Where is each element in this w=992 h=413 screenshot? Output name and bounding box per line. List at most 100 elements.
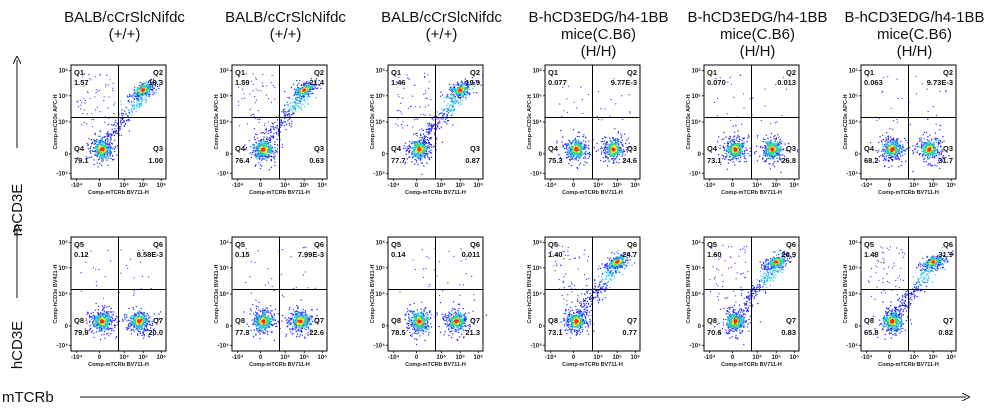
density-point (106, 74, 108, 76)
density-point (276, 138, 278, 141)
density-point (618, 154, 620, 156)
density-point (425, 135, 427, 138)
density-point (774, 140, 776, 142)
density-point (109, 141, 111, 144)
density-point (148, 84, 151, 86)
density-point (138, 93, 141, 96)
density-point (429, 157, 431, 159)
density-point (441, 94, 444, 96)
density-point (621, 95, 623, 97)
density-point (598, 118, 600, 121)
density-point (419, 133, 422, 135)
density-point (737, 140, 739, 143)
density-point (782, 149, 784, 151)
density-point (427, 140, 429, 142)
density-point (429, 151, 431, 153)
density-point (578, 164, 581, 166)
density-point (281, 125, 283, 127)
density-point (774, 161, 776, 163)
density-point (266, 143, 269, 146)
density-point (438, 127, 441, 130)
density-point (411, 161, 413, 163)
density-point (276, 151, 278, 153)
density-point (413, 133, 415, 136)
density-point (721, 154, 723, 156)
density-point (451, 97, 453, 100)
density-point (451, 106, 454, 108)
density-point (97, 90, 99, 92)
density-point (145, 89, 148, 92)
density-point (290, 86, 292, 89)
density-point (259, 167, 262, 170)
density-point (726, 150, 728, 153)
density-point (441, 108, 443, 110)
density-point (397, 118, 399, 120)
density-point (737, 157, 740, 160)
density-point (753, 151, 756, 153)
density-point (747, 137, 749, 139)
density-point (274, 149, 277, 152)
column-title-line: mice(C.B6) (877, 26, 952, 43)
density-point (468, 92, 471, 95)
y-tick-label: 10⁴ (219, 120, 229, 126)
density-point (133, 104, 135, 106)
density-point (745, 147, 747, 149)
quadrant-value: 18.3 (148, 78, 163, 87)
density-point (415, 105, 417, 107)
density-point (726, 168, 729, 170)
density-point (452, 124, 454, 126)
density-point (272, 135, 274, 137)
density-point (764, 160, 766, 163)
density-point (606, 151, 608, 153)
density-point (139, 104, 142, 106)
density-point (420, 139, 423, 141)
density-point (402, 127, 404, 129)
density-point (141, 96, 143, 99)
y-tick-label: -10⁴ (56, 171, 68, 177)
density-point (584, 136, 587, 138)
x-tick-label: 10⁶ (474, 183, 484, 189)
density-point (570, 151, 573, 154)
x-tick-label: 10⁶ (157, 183, 167, 189)
quadrant-value: 75.3 (548, 156, 563, 165)
density-point (629, 111, 631, 113)
density-point (726, 142, 729, 144)
density-point (151, 85, 154, 87)
density-point (293, 105, 295, 107)
density-point (602, 149, 605, 152)
density-point (428, 143, 430, 145)
density-point (103, 100, 105, 102)
density-point (723, 156, 725, 158)
density-point (114, 130, 117, 132)
density-point (308, 91, 311, 93)
quadrant-value: 0.87 (465, 156, 480, 165)
density-point (579, 162, 582, 164)
scatter-points (76, 72, 161, 168)
density-point (578, 135, 580, 138)
density-point (473, 92, 475, 94)
density-point (301, 84, 303, 86)
density-point (587, 144, 589, 146)
density-point (295, 110, 297, 112)
density-point (121, 118, 124, 121)
density-point (607, 160, 610, 162)
density-point (116, 144, 118, 147)
density-point (106, 141, 109, 143)
density-point (580, 145, 583, 148)
y-tick-label: 10⁴ (58, 120, 68, 126)
density-point (306, 80, 308, 83)
density-point (561, 141, 563, 143)
density-point (266, 159, 268, 161)
density-point (427, 145, 429, 147)
density-point (87, 145, 89, 147)
density-point (442, 97, 444, 99)
density-point (262, 85, 264, 87)
density-point (427, 131, 430, 133)
column-title-line: BALB/cCrSlcNifdc (225, 9, 346, 26)
density-point (409, 147, 411, 149)
density-point (294, 108, 296, 111)
density-point (422, 113, 425, 115)
density-point (297, 96, 299, 99)
density-point (618, 158, 621, 160)
